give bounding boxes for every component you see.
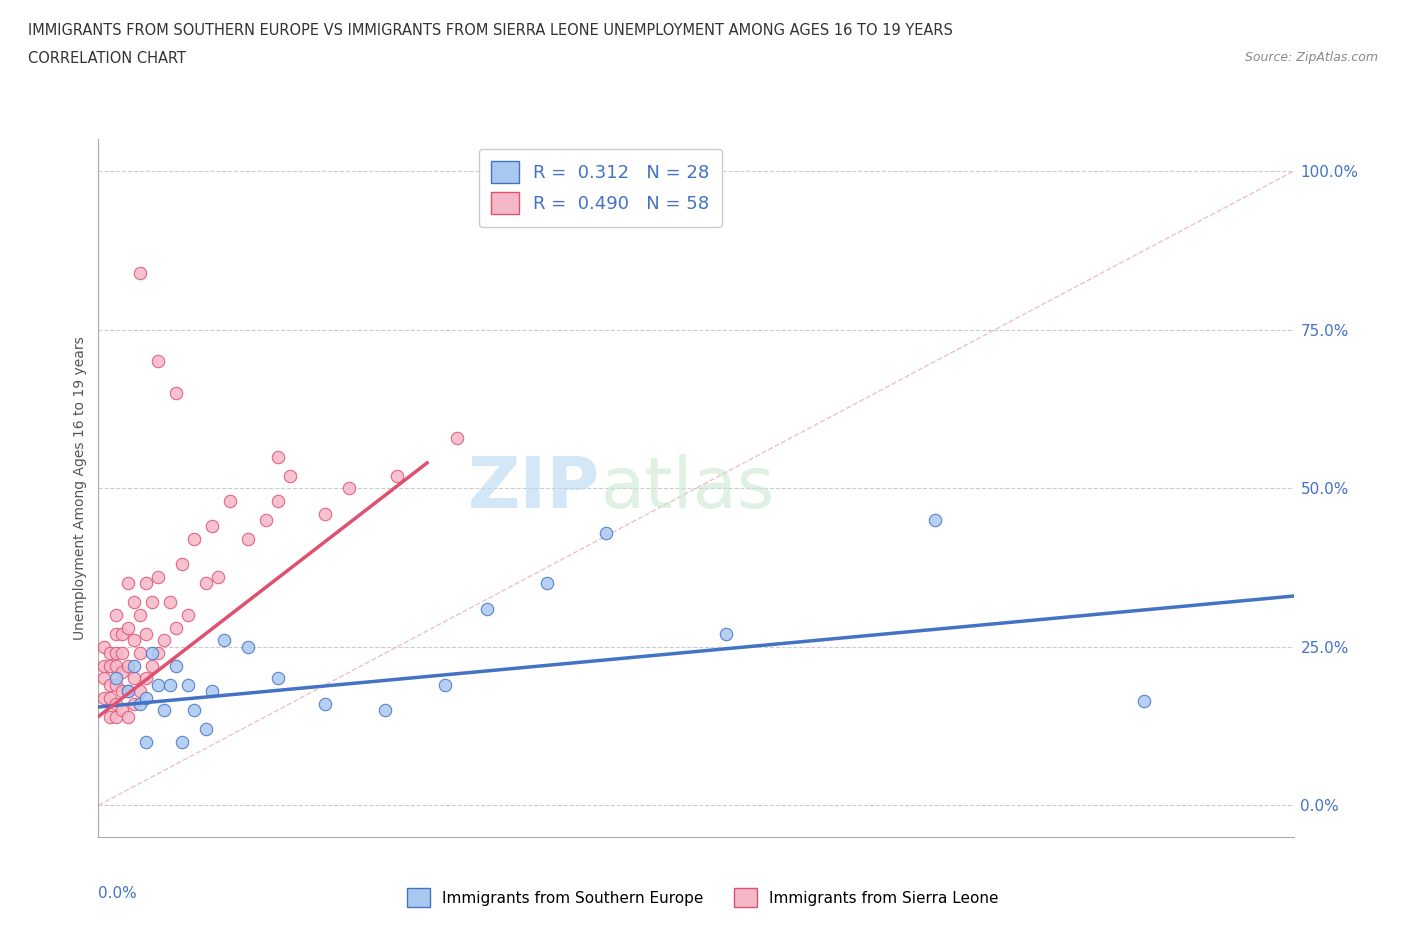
Point (105, 709, 128, 724)
Point (124, 595, 146, 610)
Point (98, 690, 122, 705)
Point (129, 265, 152, 280)
Point (124, 633, 146, 648)
Point (141, 595, 163, 610)
Point (129, 684, 152, 698)
Point (105, 677, 128, 692)
Point (105, 658, 128, 673)
Point (111, 665, 134, 680)
Point (111, 684, 134, 698)
Y-axis label: Unemployment Among Ages 16 to 19 years: Unemployment Among Ages 16 to 19 years (73, 337, 87, 640)
Point (148, 354, 170, 369)
Point (212, 633, 235, 648)
Point (148, 645, 170, 660)
Point (434, 677, 457, 692)
Point (124, 697, 146, 711)
Point (93, 690, 115, 705)
Point (254, 512, 277, 527)
Point (339, 481, 360, 496)
Point (141, 645, 163, 660)
Point (267, 494, 290, 509)
Point (111, 645, 134, 660)
Point (135, 671, 157, 686)
Point (219, 494, 242, 509)
Point (207, 569, 229, 584)
Legend: R =  0.312   N = 28, R =  0.490   N = 58: R = 0.312 N = 28, R = 0.490 N = 58 (479, 149, 721, 227)
Point (165, 386, 187, 401)
Point (135, 576, 157, 591)
Point (117, 620, 139, 635)
Point (165, 658, 187, 673)
Point (98, 677, 122, 692)
Point (148, 569, 170, 584)
Point (924, 512, 946, 527)
Text: atlas: atlas (600, 454, 775, 523)
Point (172, 735, 194, 750)
Text: ZIP: ZIP (468, 454, 600, 523)
Point (117, 684, 139, 698)
Point (141, 658, 163, 673)
Point (374, 703, 396, 718)
Point (117, 658, 139, 673)
Point (111, 627, 134, 642)
Point (201, 684, 224, 698)
Point (153, 703, 176, 718)
Text: Source: ZipAtlas.com: Source: ZipAtlas.com (1244, 51, 1378, 64)
Point (278, 468, 301, 483)
Point (129, 697, 152, 711)
Point (93, 658, 115, 673)
Point (183, 532, 205, 547)
Point (105, 645, 128, 660)
Point (714, 627, 737, 642)
Point (194, 722, 218, 737)
Point (117, 709, 139, 724)
Point (105, 697, 128, 711)
Point (98, 645, 122, 660)
Point (595, 525, 617, 540)
Point (124, 671, 146, 686)
Point (98, 709, 122, 724)
Point (117, 576, 139, 591)
Text: CORRELATION CHART: CORRELATION CHART (28, 51, 186, 66)
Point (446, 430, 468, 445)
Point (153, 633, 176, 648)
Point (159, 595, 181, 610)
Point (159, 677, 181, 692)
Point (201, 519, 224, 534)
Point (315, 506, 337, 521)
Point (267, 671, 290, 686)
Point (475, 602, 498, 617)
Point (236, 639, 259, 654)
Point (98, 658, 122, 673)
Point (148, 677, 170, 692)
Point (135, 627, 157, 642)
Legend: Immigrants from Southern Europe, Immigrants from Sierra Leone: Immigrants from Southern Europe, Immigra… (401, 883, 1005, 913)
Point (105, 671, 128, 686)
Text: 0.0%: 0.0% (98, 885, 138, 901)
Point (183, 703, 205, 718)
Point (129, 645, 152, 660)
Point (177, 607, 200, 622)
Point (105, 607, 128, 622)
Point (315, 697, 337, 711)
Point (267, 449, 290, 464)
Point (105, 627, 128, 642)
Point (1133, 693, 1156, 708)
Point (135, 690, 157, 705)
Point (536, 576, 558, 591)
Point (129, 607, 152, 622)
Point (135, 735, 157, 750)
Point (165, 620, 187, 635)
Point (111, 703, 134, 718)
Point (93, 639, 115, 654)
Point (93, 671, 115, 686)
Point (194, 576, 218, 591)
Point (124, 658, 146, 673)
Point (236, 532, 259, 547)
Point (177, 677, 200, 692)
Point (172, 557, 194, 572)
Text: IMMIGRANTS FROM SOUTHERN EUROPE VS IMMIGRANTS FROM SIERRA LEONE UNEMPLOYMENT AMO: IMMIGRANTS FROM SOUTHERN EUROPE VS IMMIG… (28, 23, 953, 38)
Point (385, 468, 409, 483)
Point (117, 684, 139, 698)
